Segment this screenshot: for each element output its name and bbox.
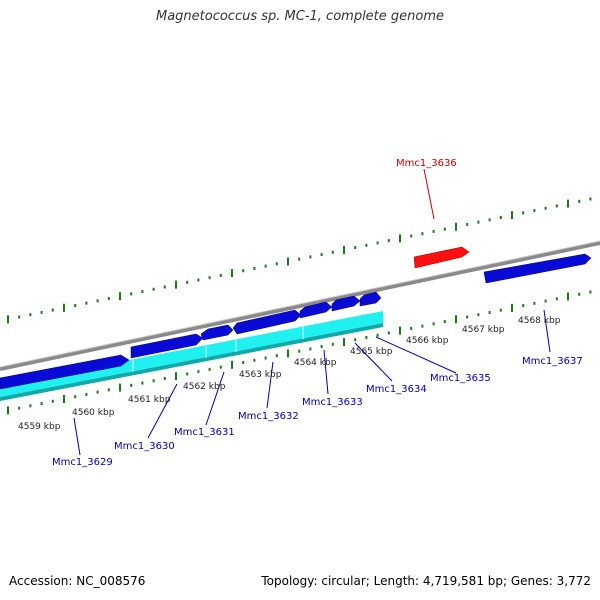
gene-label-mmc1-3632[interactable]: Mmc1_3632 (238, 411, 299, 422)
scale-label: 4562 kbp (183, 382, 226, 392)
scale-label: 4563 kbp (239, 370, 282, 380)
scale-label: 4564 kbp (294, 358, 337, 368)
gene-label-mmc1-3635[interactable]: Mmc1_3635 (430, 373, 491, 384)
gene-arrow-mmc1-3635[interactable] (359, 291, 382, 307)
gene-label-mmc1-3631[interactable]: Mmc1_3631 (174, 427, 235, 438)
genome-backbone-highlight (0, 240, 600, 368)
gene-arrow-mmc1-3633[interactable] (299, 301, 333, 319)
gene-arrow-mmc1-3629[interactable] (0, 354, 130, 390)
scale-label: 4566 kbp (406, 336, 449, 346)
map-title: Magnetococcus sp. MC-1, complete genome (155, 9, 445, 24)
gene-arrow-mmc1-3631[interactable] (200, 324, 234, 341)
gene-label-mmc1-3636[interactable]: Mmc1_3636 (396, 158, 457, 169)
accession-text: Accession: NC_008576 (9, 574, 146, 588)
gene-labels: Mmc1_3629 Mmc1_3630 Mmc1_3631 Mmc1_3632 … (52, 158, 583, 468)
genome-summary-text: Topology: circular; Length: 4,719,581 bp… (261, 574, 591, 588)
tick-marks (7, 197, 592, 415)
gene-label-mmc1-3629[interactable]: Mmc1_3629 (52, 457, 113, 468)
scale-label: 4561 kbp (128, 395, 171, 405)
gene-arrow-mmc1-3632[interactable] (232, 309, 302, 335)
highlight-band (0, 311, 383, 401)
gene-arrow-mmc1-3634[interactable] (331, 295, 361, 312)
gene-label-mmc1-3630[interactable]: Mmc1_3630 (114, 441, 175, 452)
scale-label: 4567 kbp (462, 325, 505, 335)
genome-backbone (0, 241, 600, 371)
scale-label: 4568 kbp (518, 316, 561, 326)
scale-label: 4560 kbp (72, 408, 115, 418)
scale-label: 4565 kbp (350, 347, 393, 357)
gene-arrow-mmc1-3636[interactable] (413, 246, 470, 269)
gene-label-mmc1-3637[interactable]: Mmc1_3637 (522, 356, 583, 367)
gene-label-mmc1-3634[interactable]: Mmc1_3634 (366, 384, 427, 395)
scale-labels: 4559 kbp 4560 kbp 4561 kbp 4562 kbp 4563… (18, 316, 561, 432)
gene-arrow-mmc1-3637[interactable] (483, 253, 592, 284)
gene-arrows[interactable] (0, 246, 592, 390)
gene-arrow-mmc1-3630[interactable] (130, 333, 204, 359)
scale-label: 4559 kbp (18, 422, 61, 432)
gene-label-mmc1-3633[interactable]: Mmc1_3633 (302, 397, 363, 408)
label-leader-lines (73, 168, 551, 456)
